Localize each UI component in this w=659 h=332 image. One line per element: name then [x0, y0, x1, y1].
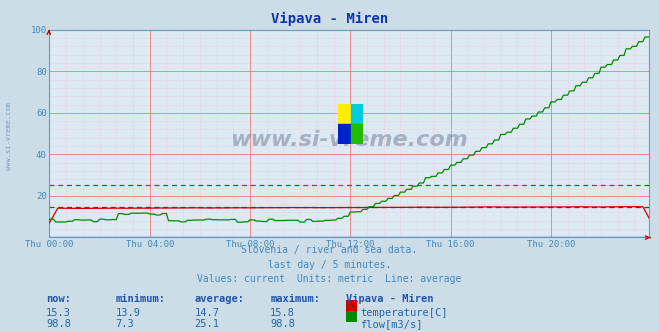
- Text: 15.3: 15.3: [46, 308, 71, 318]
- Text: www.si-vreme.com: www.si-vreme.com: [231, 130, 468, 150]
- Bar: [339, 124, 351, 144]
- Text: average:: average:: [194, 294, 244, 304]
- Text: www.si-vreme.com: www.si-vreme.com: [5, 102, 12, 170]
- Text: 98.8: 98.8: [270, 319, 295, 329]
- Text: 98.8: 98.8: [46, 319, 71, 329]
- Text: 25.1: 25.1: [194, 319, 219, 329]
- Text: Vipava - Miren: Vipava - Miren: [346, 294, 434, 304]
- Bar: [351, 124, 364, 144]
- Text: maximum:: maximum:: [270, 294, 320, 304]
- Text: flow[m3/s]: flow[m3/s]: [360, 319, 423, 329]
- Text: minimum:: minimum:: [115, 294, 165, 304]
- Text: Values: current  Units: metric  Line: average: Values: current Units: metric Line: aver…: [197, 274, 462, 284]
- Text: 7.3: 7.3: [115, 319, 134, 329]
- Bar: [351, 104, 364, 124]
- Text: 14.7: 14.7: [194, 308, 219, 318]
- Text: 13.9: 13.9: [115, 308, 140, 318]
- Text: 15.8: 15.8: [270, 308, 295, 318]
- Text: temperature[C]: temperature[C]: [360, 308, 448, 318]
- Text: Slovenia / river and sea data.: Slovenia / river and sea data.: [241, 245, 418, 255]
- Text: Vipava - Miren: Vipava - Miren: [271, 12, 388, 26]
- Text: now:: now:: [46, 294, 71, 304]
- Text: last day / 5 minutes.: last day / 5 minutes.: [268, 260, 391, 270]
- Bar: [339, 104, 351, 124]
